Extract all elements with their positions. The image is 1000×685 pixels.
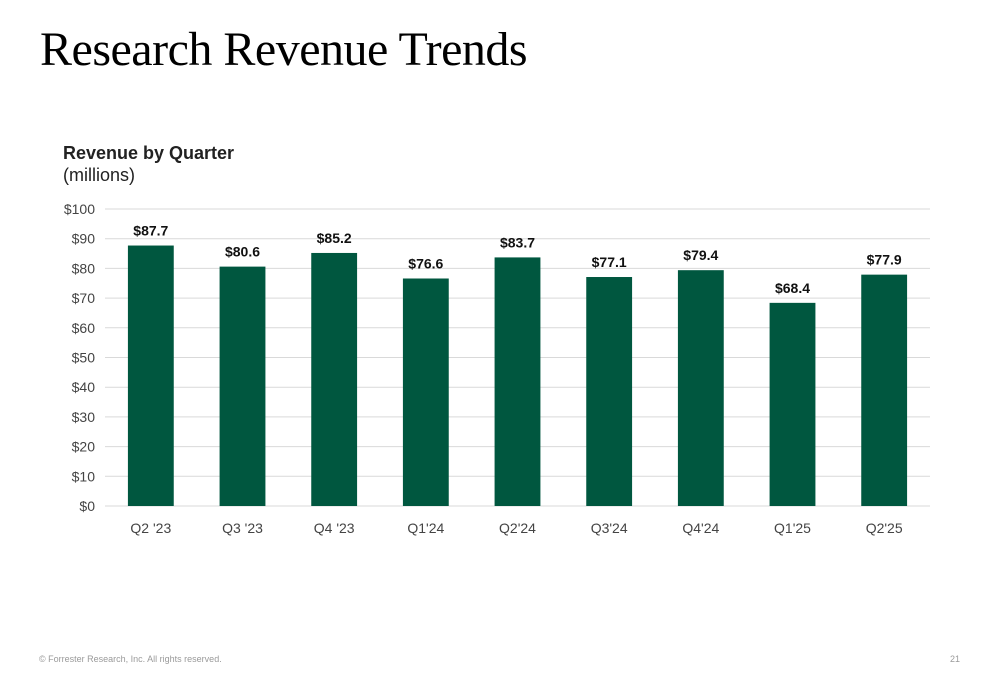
x-tick-label: Q1'24 — [407, 520, 444, 536]
y-tick-label: $10 — [72, 468, 96, 484]
y-tick-label: $20 — [72, 439, 96, 455]
data-label: $79.4 — [683, 247, 718, 263]
x-tick-label: Q4'24 — [682, 520, 719, 536]
chart-subtitle: (millions) — [63, 165, 135, 185]
data-label: $80.6 — [225, 244, 260, 260]
data-label: $85.2 — [317, 230, 352, 246]
y-tick-label: $80 — [72, 260, 96, 276]
page-number: 21 — [949, 654, 960, 664]
bar — [219, 266, 266, 506]
x-tick-label: Q3 '23 — [222, 520, 263, 536]
bar — [769, 302, 816, 506]
y-tick-label: $90 — [72, 231, 96, 247]
x-tick-label: Q2'25 — [866, 520, 903, 536]
y-tick-label: $100 — [64, 201, 95, 217]
x-tick-label: Q4 '23 — [314, 520, 355, 536]
data-label: $77.1 — [592, 254, 627, 270]
bar — [861, 274, 908, 506]
y-tick-label: $40 — [72, 379, 96, 395]
slide-title: Research Revenue Trends — [40, 23, 528, 76]
y-tick-label: $30 — [72, 409, 96, 425]
x-tick-label: Q2 '23 — [130, 520, 171, 536]
x-tick-label: Q2'24 — [499, 520, 536, 536]
data-label: $68.4 — [775, 280, 810, 296]
bar — [677, 270, 724, 506]
data-label: $76.6 — [408, 255, 443, 271]
bar — [127, 245, 174, 506]
data-label: $77.9 — [867, 252, 902, 268]
y-tick-label: $50 — [72, 350, 96, 366]
y-tick-label: $70 — [72, 290, 96, 306]
data-label: $87.7 — [133, 223, 168, 239]
bar — [494, 257, 541, 506]
x-tick-label: Q3'24 — [591, 520, 628, 536]
copyright-footer: © Forrester Research, Inc. All rights re… — [39, 654, 222, 664]
data-label: $83.7 — [500, 234, 535, 250]
y-tick-label: $60 — [72, 320, 96, 336]
bar — [586, 277, 633, 506]
bar — [402, 278, 449, 506]
chart-title: Revenue by Quarter — [63, 143, 235, 163]
x-tick-label: Q1'25 — [774, 520, 811, 536]
y-tick-label: $0 — [79, 498, 95, 514]
bar — [311, 252, 358, 506]
